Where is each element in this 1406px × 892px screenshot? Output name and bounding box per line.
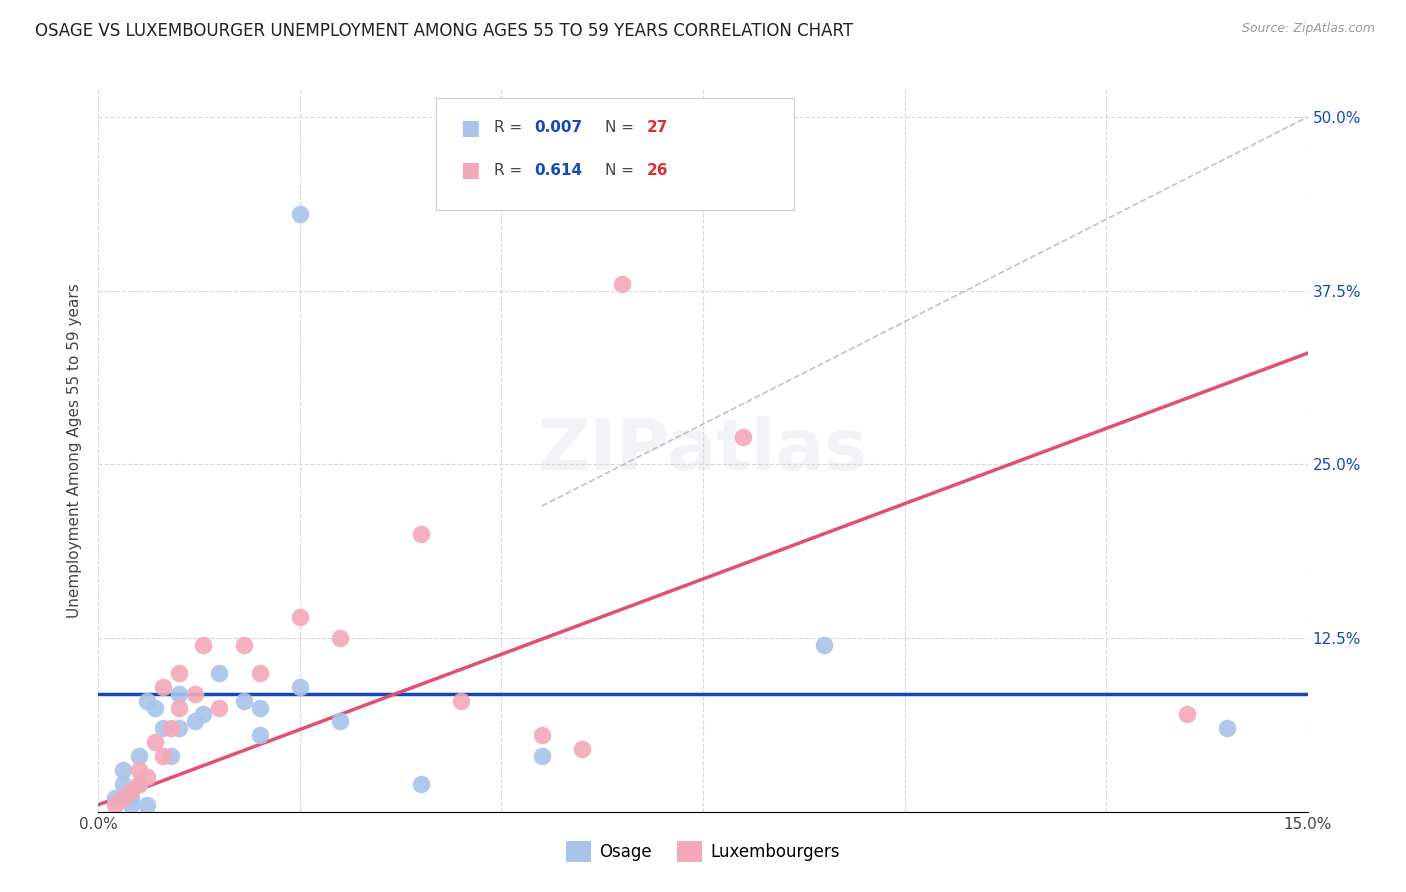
Point xyxy=(128,749,150,764)
Point xyxy=(120,784,142,798)
Point xyxy=(135,770,157,784)
Point xyxy=(450,693,472,707)
Point xyxy=(193,707,215,722)
Text: Source: ZipAtlas.com: Source: ZipAtlas.com xyxy=(1241,22,1375,36)
Text: ZIPatlas: ZIPatlas xyxy=(538,416,868,485)
Point xyxy=(135,693,157,707)
Point xyxy=(232,638,254,652)
Point xyxy=(167,722,190,736)
Point xyxy=(103,790,125,805)
Point xyxy=(184,714,207,729)
Point xyxy=(288,207,311,221)
Point xyxy=(232,693,254,707)
Text: R =: R = xyxy=(494,120,527,135)
Point xyxy=(128,777,150,791)
Legend: Osage, Luxembourgers: Osage, Luxembourgers xyxy=(560,835,846,869)
Point xyxy=(249,728,271,742)
Point xyxy=(409,777,432,791)
Point xyxy=(120,797,142,812)
Point xyxy=(167,700,190,714)
Point xyxy=(128,777,150,791)
Point xyxy=(120,790,142,805)
Point xyxy=(167,687,190,701)
Text: 26: 26 xyxy=(647,163,668,178)
Point xyxy=(288,610,311,624)
Point xyxy=(152,749,174,764)
Point xyxy=(103,797,125,812)
Point xyxy=(530,749,553,764)
Point xyxy=(111,763,134,777)
Point xyxy=(329,631,352,645)
Point xyxy=(208,700,231,714)
Point xyxy=(288,680,311,694)
Point xyxy=(111,777,134,791)
Y-axis label: Unemployment Among Ages 55 to 59 years: Unemployment Among Ages 55 to 59 years xyxy=(67,283,83,618)
Point xyxy=(167,665,190,680)
Point xyxy=(143,700,166,714)
Point xyxy=(813,638,835,652)
Point xyxy=(1175,707,1198,722)
Point xyxy=(1216,722,1239,736)
Point xyxy=(249,700,271,714)
Point xyxy=(152,680,174,694)
Text: R =: R = xyxy=(494,163,527,178)
Point xyxy=(193,638,215,652)
Point xyxy=(128,763,150,777)
Point xyxy=(160,722,183,736)
Point xyxy=(571,742,593,756)
Text: OSAGE VS LUXEMBOURGER UNEMPLOYMENT AMONG AGES 55 TO 59 YEARS CORRELATION CHART: OSAGE VS LUXEMBOURGER UNEMPLOYMENT AMONG… xyxy=(35,22,853,40)
Point xyxy=(329,714,352,729)
Point xyxy=(612,277,634,291)
Text: 27: 27 xyxy=(647,120,668,135)
Text: 0.614: 0.614 xyxy=(534,163,582,178)
Point xyxy=(733,429,755,443)
Text: N =: N = xyxy=(605,120,638,135)
Text: ■: ■ xyxy=(460,161,479,180)
Text: N =: N = xyxy=(605,163,638,178)
Text: 0.007: 0.007 xyxy=(534,120,582,135)
Point xyxy=(530,728,553,742)
Text: ■: ■ xyxy=(460,118,479,137)
Point xyxy=(184,687,207,701)
Point xyxy=(208,665,231,680)
Point xyxy=(135,797,157,812)
Point xyxy=(160,749,183,764)
Point xyxy=(409,526,432,541)
Point xyxy=(143,735,166,749)
Point xyxy=(249,665,271,680)
Point xyxy=(152,722,174,736)
Point xyxy=(111,790,134,805)
